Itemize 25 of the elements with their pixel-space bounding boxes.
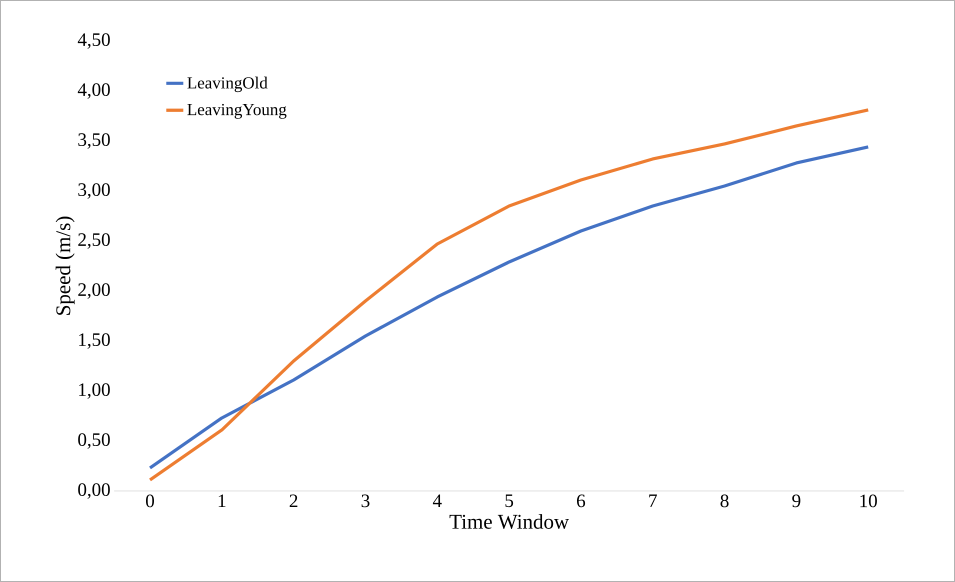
y-tick-label: 1,50 (79, 333, 110, 349)
y-tick-label: 4,50 (78, 33, 110, 49)
y-tick-label: 1,00 (79, 383, 110, 399)
y-tick-label: 3,00 (78, 183, 110, 199)
x-tick-label: 4 (432, 494, 442, 507)
x-tick-label: 5 (505, 494, 514, 508)
x-tick-label: 2 (290, 494, 298, 508)
y-tick-label: 4,00 (78, 83, 110, 99)
legend-label: LeavingYoung (187, 104, 286, 119)
x-tick-label: 9 (792, 494, 800, 508)
x-tick-label: 6 (577, 494, 586, 508)
x-tick-label: 8 (720, 494, 729, 508)
y-tick-label: 2,00 (78, 283, 110, 299)
legend-label: LeavingOld (187, 76, 268, 92)
x-tick-label: 1 (218, 494, 226, 507)
y-tick-label: 0,00 (78, 483, 110, 499)
x-tick-label: 3 (362, 494, 370, 508)
x-axis-title: Time Window (450, 514, 569, 529)
y-tick-label: 2,50 (78, 233, 110, 249)
y-tick-label: 0,50 (78, 433, 110, 449)
x-tick-label: 10 (860, 494, 877, 508)
x-tick-label: 7 (649, 494, 657, 507)
x-tick-label: 0 (146, 494, 154, 508)
y-tick-label: 3,50 (78, 133, 110, 149)
y-axis-title: Speed (m/s) (56, 216, 75, 315)
